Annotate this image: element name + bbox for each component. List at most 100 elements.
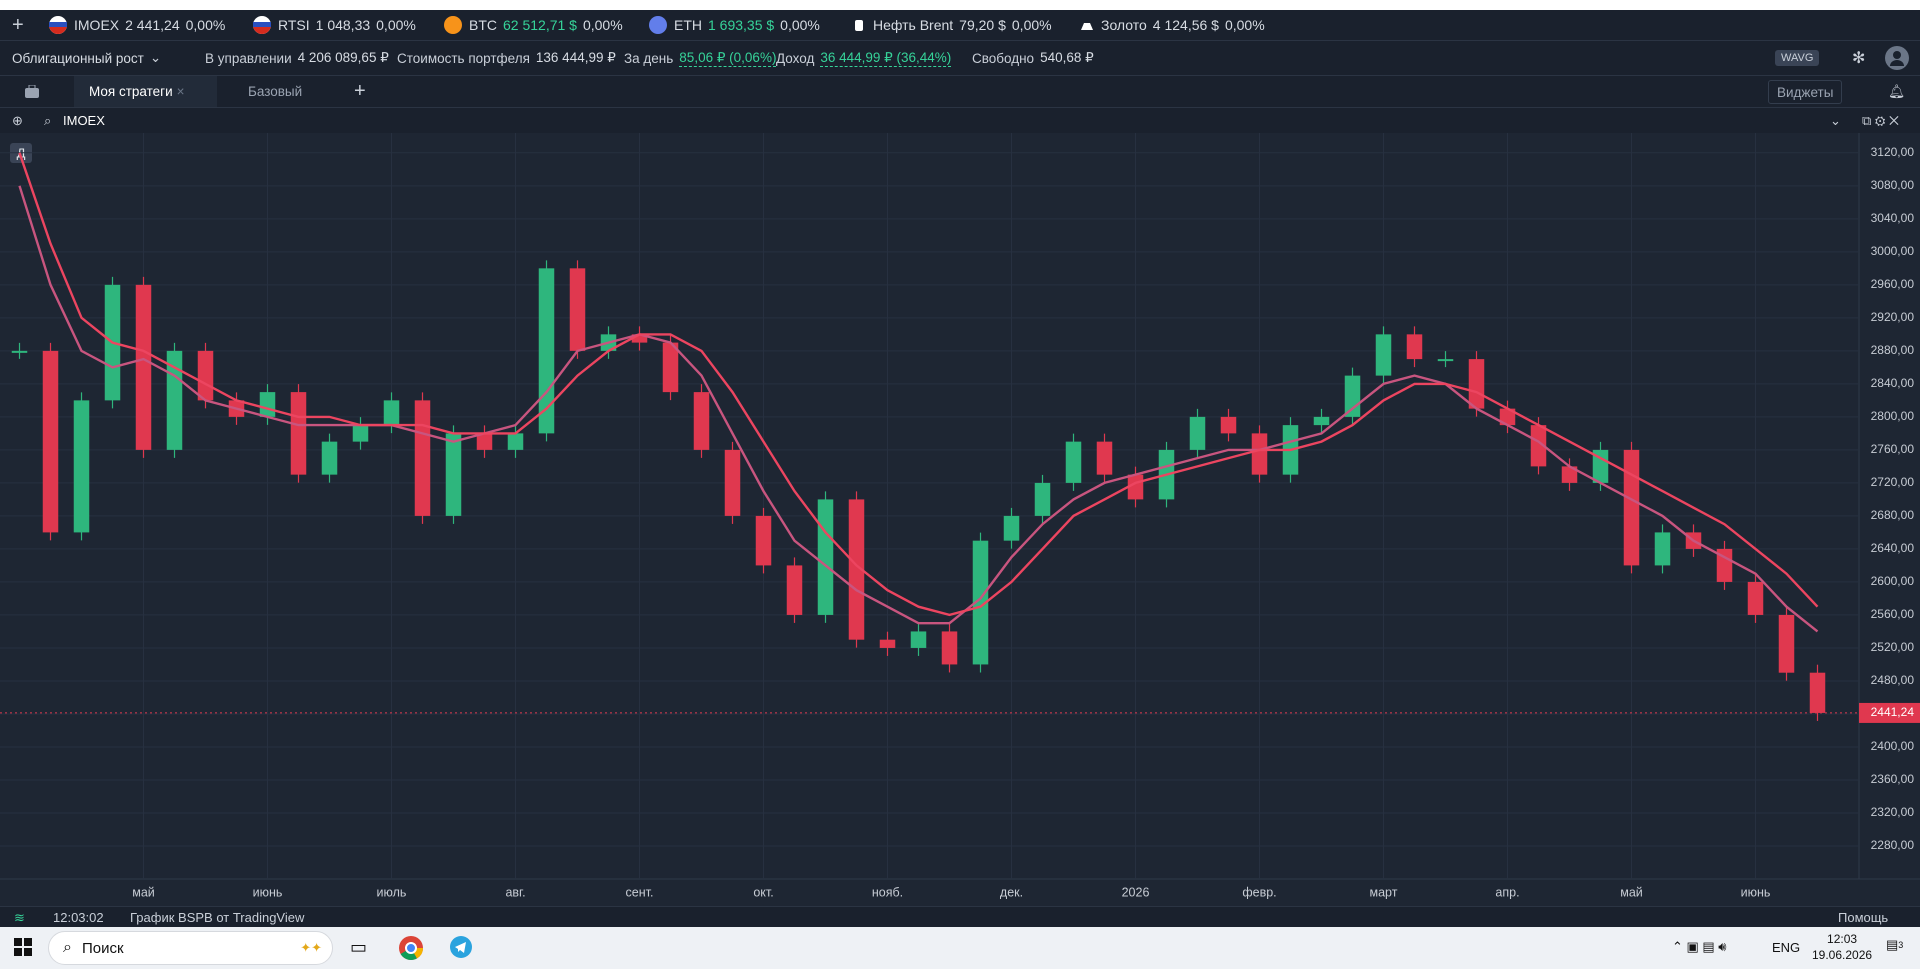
avatar-icon [1885, 46, 1909, 70]
moving-average [18, 152, 1819, 617]
candle [383, 400, 400, 426]
y-tick-label: 2720,00 [1871, 475, 1915, 489]
ticker-item[interactable]: ETH 1 693,35 $ 0,00% [648, 10, 820, 40]
candle [1747, 581, 1764, 615]
candle [321, 441, 338, 475]
price-tag [1859, 702, 1920, 723]
ticker-item[interactable]: Золото 4 124,56 $ 0,00% [1079, 10, 1265, 40]
clock: 12:03:02 [53, 907, 104, 928]
tray-date: 19.06.2026 [1812, 948, 1873, 962]
x-tick-label: сент. [626, 885, 654, 899]
y-tick-label: 2680,00 [1871, 508, 1915, 522]
candle [1003, 515, 1020, 541]
source[interactable]: График BSPB от TradingView [130, 907, 304, 928]
tray-clock[interactable]: 12:03 19.06.2026 [1812, 931, 1872, 963]
candle [817, 499, 834, 615]
btc-icon [444, 16, 462, 34]
candle [1313, 416, 1330, 426]
help[interactable]: Помощь [1838, 907, 1888, 928]
candle [755, 515, 772, 566]
widgets-label: Виджеты [1777, 84, 1834, 100]
x-tick-label: февр. [1242, 885, 1276, 899]
chrome[interactable] [397, 933, 427, 963]
lang[interactable]: ENG [1772, 940, 1800, 955]
label: Свободно [972, 50, 1035, 66]
add-tab[interactable]: + [354, 80, 366, 102]
ticker-name: Нефть Brent [873, 17, 954, 33]
chevron: ⌄ [149, 50, 162, 65]
task-view[interactable]: ▭ [350, 937, 368, 957]
settings-icon[interactable]: ✻ [1852, 50, 1866, 67]
flag [49, 16, 67, 34]
x-tick-label: июнь [1741, 885, 1771, 899]
tray-icons[interactable]: ⌃ ▣ ▤ 🔊︎ [1672, 939, 1727, 954]
status-bar: ≋ 12:03:02 График BSPB от TradingView По… [0, 906, 1920, 928]
bell[interactable]: 🔔︎ [1888, 83, 1906, 99]
ticker-value: 1 693,35 $ [708, 17, 775, 33]
value: 540,68 ₽ [1040, 50, 1094, 65]
lang-text: ENG [1772, 940, 1801, 955]
x-tick-label: авг. [505, 885, 525, 899]
badge-text: WAVG [1775, 50, 1820, 66]
candle [1561, 466, 1578, 483]
tab-active[interactable]: Моя стратеги × [74, 76, 217, 107]
y-tick-label: 2480,00 [1871, 673, 1915, 687]
candle [1220, 416, 1237, 434]
add-icon[interactable]: ⊕ [12, 112, 23, 128]
y-tick-label: 2400,00 [1871, 739, 1915, 753]
avatar[interactable] [1884, 41, 1910, 75]
window-icons[interactable]: ⧉ ⚙ ✕ [1862, 112, 1899, 128]
candle [1096, 441, 1113, 475]
ticker-name: BTC [469, 17, 497, 33]
close[interactable]: × [176, 84, 185, 99]
symbol[interactable]: IMOEX [63, 108, 105, 133]
price-tag-label: 2441,24 [1871, 705, 1915, 719]
widgets-button[interactable]: Виджеты [1768, 80, 1843, 104]
taskbar: ⌕ Поиск ✦✦ ▭ ⌃ ▣ ▤ 🔊︎ ENG 12:03 19.06.2026 … [0, 927, 1920, 969]
search-box[interactable]: ⌕ Поиск ✦✦ [48, 931, 333, 965]
windows-logo [14, 938, 32, 956]
ticker-name: IMOEX [74, 17, 120, 33]
badge[interactable]: WAVG [1775, 41, 1820, 75]
start-button[interactable] [14, 938, 32, 956]
y-tick-label: 2560,00 [1871, 607, 1915, 621]
moving-average [18, 185, 1819, 633]
candle [848, 499, 865, 640]
candle [1499, 408, 1516, 426]
candle [538, 268, 555, 434]
y-tick-label: 2840,00 [1871, 376, 1915, 390]
add-button[interactable]: + [12, 13, 24, 36]
ticker-item[interactable]: BTC 62 512,71 $ 0,00% [443, 10, 623, 40]
flag [253, 16, 271, 34]
telegram-icon [450, 936, 472, 958]
candle [1778, 614, 1795, 673]
ticker-name: Золото [1101, 17, 1147, 33]
candle [42, 350, 59, 533]
day-change: За день 85,06 ₽ (0,06%) [624, 41, 777, 75]
notifications[interactable]: ▤ 3 [1886, 937, 1904, 952]
candle [910, 631, 927, 648]
telegram[interactable] [449, 935, 473, 959]
briefcase-icon[interactable] [24, 76, 40, 107]
tab[interactable]: Базовый [248, 76, 302, 107]
dropdown[interactable]: ⌄ [1830, 112, 1841, 128]
candle [786, 565, 803, 615]
ticker-item[interactable]: IMOEX 2 441,24 0,00% [48, 10, 225, 40]
x-tick-label: окт. [753, 885, 773, 899]
candle [1344, 375, 1361, 417]
ticker-item[interactable]: Нефть Brent 79,20 $ 0,00% [851, 10, 1052, 40]
y-tick-label: 2960,00 [1871, 277, 1915, 291]
ticker-value: 62 512,71 $ [503, 17, 577, 33]
ticker-item[interactable]: RTSI 1 048,33 0,00% [252, 10, 416, 40]
y-tick-label: 2800,00 [1871, 409, 1915, 423]
strategy-select[interactable]: Облигационный рост ⌄ [12, 41, 161, 75]
y-tick-label: 2520,00 [1871, 640, 1915, 654]
candle [1654, 532, 1671, 566]
ticker-bar: + IMOEX 2 441,24 0,00% RTSI 1 048,33 0,00% B… [0, 10, 1920, 41]
candle [1530, 425, 1547, 467]
y-tick-label: 3040,00 [1871, 211, 1915, 225]
ticker-name: RTSI [278, 17, 310, 33]
help-text: Помощь [1838, 910, 1889, 925]
tab-label: Моя стратеги [89, 84, 173, 99]
